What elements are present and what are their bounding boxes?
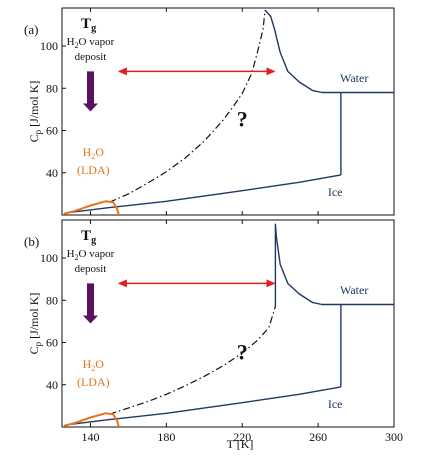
series-lda-line xyxy=(63,200,120,215)
series-solid-line xyxy=(65,174,342,214)
x-axis-title: T [K] xyxy=(227,437,254,451)
vapor-label-line2: deposit xyxy=(75,263,107,275)
y-axis-title-main: C xyxy=(27,134,41,142)
y-tick-label: 60 xyxy=(46,336,58,350)
tg-label-sub: g xyxy=(91,235,96,246)
x-tick-label: 220 xyxy=(233,430,251,444)
tg-label-sub: g xyxy=(91,23,96,34)
y-tick-label: 100 xyxy=(40,251,58,265)
y-axis-title-sub: p xyxy=(33,341,43,346)
series-dashdot-line xyxy=(109,10,266,203)
series-group xyxy=(63,9,394,215)
lda-label-line2: (LDA) xyxy=(77,163,110,177)
vapor-label-pre: H xyxy=(67,36,75,48)
vapor-label-post: O vapor xyxy=(79,248,115,260)
tg-label: Tg xyxy=(81,228,96,246)
lda-label-pre: H xyxy=(83,145,92,159)
lda-label-line1: H2O xyxy=(83,357,105,373)
question-mark: ? xyxy=(237,339,248,364)
ice-label: Ice xyxy=(328,185,343,199)
lda-label-pre: H xyxy=(83,357,92,371)
vapor-label-line2: deposit xyxy=(75,51,107,63)
lda-label-line1: H2O xyxy=(83,145,105,161)
x-tick-label: 180 xyxy=(157,430,175,444)
panel-label: (b) xyxy=(24,234,39,249)
lda-label-sub: 2 xyxy=(91,152,95,161)
y-axis-title-units: [J/mol K] xyxy=(27,293,41,342)
plot-frame xyxy=(61,7,395,216)
panel-b: 140 180 220 260 300 40 60 80 100 Cp [J/mol K] (b) T… xyxy=(24,219,403,444)
series-solid-line xyxy=(264,9,341,94)
down-arrow xyxy=(83,71,98,112)
tg-label-main: T xyxy=(81,16,91,32)
lda-label-line2: (LDA) xyxy=(77,375,110,389)
tg-label-main: T xyxy=(81,228,91,244)
vapor-label-pre: H xyxy=(67,248,75,260)
y-tick-label: 80 xyxy=(46,81,58,95)
y-axis-title-main: C xyxy=(27,346,41,354)
series-solid-line xyxy=(274,223,341,307)
series-group xyxy=(63,223,394,427)
x-tick-label: 300 xyxy=(385,430,403,444)
vapor-label-line1: H2O vapor xyxy=(67,248,115,262)
y-tick-label: 60 xyxy=(46,124,58,138)
y-axis-title: Cp [J/mol K] xyxy=(27,293,43,355)
y-axis-title: Cp [J/mol K] xyxy=(27,81,43,143)
lda-label-sub: 2 xyxy=(91,364,95,373)
series-dashdot-line xyxy=(109,306,276,415)
tg-label: Tg xyxy=(81,16,96,34)
lda-label-post: O xyxy=(95,145,104,159)
series-lda-line xyxy=(63,412,120,427)
y-tick-label: 100 xyxy=(40,39,58,53)
vapor-label-sub: 2 xyxy=(75,253,79,262)
vapor-label-post: O vapor xyxy=(79,36,115,48)
down-arrow xyxy=(83,283,98,324)
ice-label: Ice xyxy=(328,397,343,411)
vapor-label-sub: 2 xyxy=(75,41,79,50)
plot-frame xyxy=(61,219,395,428)
y-tick-label: 40 xyxy=(46,166,58,180)
series-solid-line xyxy=(65,386,342,426)
panel-label: (a) xyxy=(24,22,38,37)
y-tick-label: 40 xyxy=(46,378,58,392)
x-tick-label: 140 xyxy=(81,430,99,444)
vapor-label-line1: H2O vapor xyxy=(67,36,115,50)
water-label: Water xyxy=(340,71,368,85)
water-label: Water xyxy=(340,283,368,297)
y-axis-title-units: [J/mol K] xyxy=(27,81,41,130)
question-mark: ? xyxy=(237,106,248,131)
y-tick-label: 80 xyxy=(46,293,58,307)
y-axis-title-sub: p xyxy=(33,129,43,134)
x-tick-label: 260 xyxy=(309,430,327,444)
lda-label-post: O xyxy=(95,357,104,371)
